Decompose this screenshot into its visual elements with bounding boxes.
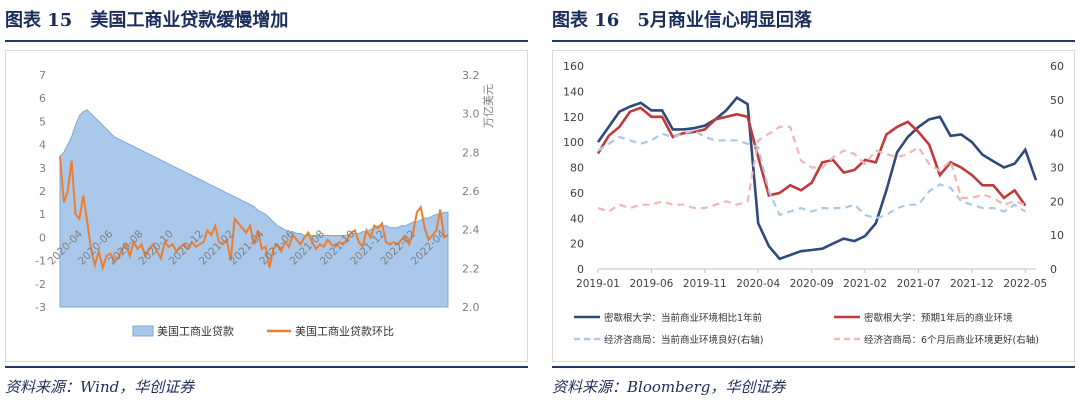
- legend-label-series-3: 经济咨商局：6个月后商业环境更好(右轴): [864, 334, 1039, 346]
- right-y-tick: 40: [1050, 128, 1064, 141]
- right-grid: [597, 268, 1036, 273]
- x-tick: 2020-04: [736, 278, 780, 290]
- right-bottom-rule: [552, 366, 1075, 368]
- left-y-tick: 7: [39, 69, 46, 82]
- right-y-tick: 2.0: [462, 301, 480, 314]
- left-right-axis-label: 万亿美元: [482, 84, 495, 128]
- x-tick: 2019-06: [629, 278, 673, 290]
- right-y-tick: 2.6: [462, 185, 480, 198]
- legend-swatch-area: [132, 325, 154, 337]
- left-y-axis-left: 7 6 5 4 3 2 1 0 -1 -2 -3: [35, 69, 46, 314]
- left-y-tick: 0: [39, 231, 46, 244]
- right-panel: 图表 16 5月商业信心明显回落 160 140 120 100 80 60 40 20 0 6…: [552, 0, 1075, 405]
- legend-label-series-1: 密歇根大学：预期1年后的商业环境: [864, 312, 1013, 324]
- right-line-layer: [596, 96, 1038, 261]
- right-y-axis-left: 160 140 120 100 80 60 40 20 0: [563, 60, 584, 276]
- right-y-tick: 20: [1050, 195, 1064, 208]
- legend-label-area: 美国工商业贷款: [157, 324, 234, 338]
- right-y-tick: 3.2: [462, 69, 480, 82]
- left-chart: 7 6 5 4 3 2 1 0 -1 -2 -3 3.2 3.0 2.8 2.6 2.4 2.2 2.0 2 0 2…: [5, 50, 528, 362]
- x-tick: 2019-01: [576, 278, 620, 290]
- x-tick: 2019-11: [683, 278, 727, 290]
- right-y-tick: 0: [1050, 263, 1057, 276]
- left-y-tick: 0: [577, 263, 584, 276]
- left-y-tick: 4: [39, 139, 46, 152]
- right-y-axis-right: 60 50 40 30 20 10 0: [1050, 60, 1064, 276]
- left-y-tick: 80: [570, 162, 584, 175]
- x-tick: 2021-02: [843, 278, 887, 290]
- right-y-tick: 30: [1050, 162, 1064, 175]
- right-x-axis: 2019-01 2019-06 2019-11 2020-04 2020-09 2021-…: [576, 278, 1047, 290]
- x-tick: 2022-05: [1003, 278, 1047, 290]
- left-y-tick: 1: [39, 208, 46, 221]
- series-line-1: [596, 106, 1027, 207]
- right-y-tick: 10: [1050, 229, 1064, 242]
- left-y-tick: -2: [35, 278, 46, 291]
- line-series: [59, 156, 449, 272]
- right-legend: 密歇根大学：当前商业环境相比1年前 密歇根大学：预期1年后的商业环境 经济咨商局…: [574, 312, 1039, 346]
- left-line-layer: [59, 156, 449, 272]
- series-line-3: [597, 125, 1026, 213]
- right-y-tick: 2.8: [462, 146, 480, 159]
- left-legend: 美国工商业贷款 美国工商业贷款环比: [132, 324, 394, 338]
- right-source: 资料来源：Bloomberg，华创证券: [552, 378, 786, 396]
- left-area-layer: [59, 109, 449, 308]
- left-source: 资料来源：Wind，华创证券: [5, 378, 195, 396]
- right-chart-box: 160 140 120 100 80 60 40 20 0 60 50 40 30 20 10 0 2019…: [552, 50, 1075, 362]
- left-y-tick: 3: [39, 162, 46, 175]
- left-y-tick: 60: [570, 187, 584, 200]
- left-chart-box: 7 6 5 4 3 2 1 0 -1 -2 -3 3.2 3.0 2.8 2.6 2.4 2.2 2.0 2 0 2…: [5, 50, 528, 362]
- left-y-tick: 100: [563, 136, 584, 149]
- x-tick: 2021-07: [897, 278, 941, 290]
- right-y-tick: 2.2: [462, 262, 480, 275]
- left-title-rule: [5, 40, 528, 42]
- right-chart-title: 图表 16 5月商业信心明显回落: [552, 10, 812, 31]
- left-y-tick: 20: [570, 238, 584, 251]
- left-y-tick: 6: [39, 92, 46, 105]
- left-y-tick: 5: [39, 115, 46, 128]
- left-y-tick: 40: [570, 212, 584, 225]
- left-y-tick: -1: [35, 255, 46, 268]
- left-y-axis-right: 3.2 3.0 2.8 2.6 2.4 2.2 2.0: [462, 69, 480, 314]
- legend-label-line: 美国工商业贷款环比: [295, 324, 394, 338]
- right-title-rule: [552, 40, 1075, 42]
- legend-label-series-2: 经济咨商局：当前商业环境良好(右轴): [604, 334, 763, 346]
- left-y-tick: 120: [563, 111, 584, 124]
- left-panel: 图表 15 美国工商业贷款缓慢增加 7 6 5 4 3 2 1 0 -1 -2 -3 3.2 3.0 2…: [5, 0, 528, 405]
- x-tick: 2021-12: [950, 278, 994, 290]
- left-bottom-rule: [5, 366, 528, 368]
- legend-label-series-0: 密歇根大学：当前商业环境相比1年前: [604, 312, 762, 324]
- right-y-tick: 50: [1050, 94, 1064, 107]
- right-y-tick: 60: [1050, 60, 1064, 73]
- x-tick: 2020-09: [790, 278, 834, 290]
- left-y-tick: 140: [563, 85, 584, 98]
- series-line-0: [596, 96, 1038, 261]
- left-chart-title: 图表 15 美国工商业贷款缓慢增加: [5, 10, 289, 31]
- series-line-2: [597, 129, 1026, 220]
- right-y-tick: 3.0: [462, 108, 480, 121]
- left-y-tick: 160: [563, 60, 584, 73]
- area-series-fill: [59, 109, 449, 308]
- left-y-tick: -3: [35, 301, 46, 314]
- right-y-tick: 2.4: [462, 224, 480, 237]
- left-y-tick: 2: [39, 185, 46, 198]
